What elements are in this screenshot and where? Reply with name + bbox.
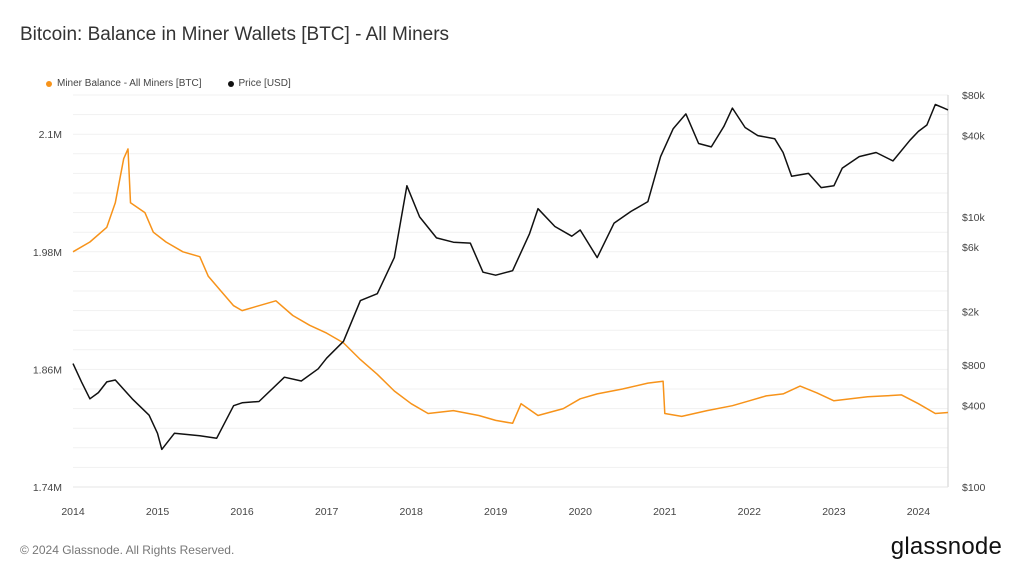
y-right-tick-label: $400	[962, 401, 986, 413]
y-right-tick-label: $40k	[962, 131, 986, 143]
y-left-tick-label: 2.1M	[39, 129, 62, 141]
x-tick-label: 2024	[907, 506, 931, 518]
y-left-tick-label: 1.74M	[33, 482, 62, 494]
legend-swatch-miner-balance	[46, 80, 52, 87]
x-tick-label: 2019	[484, 506, 508, 518]
series-line-price	[72, 103, 949, 451]
x-tick-label: 2018	[399, 506, 423, 518]
x-tick-label: 2015	[146, 506, 170, 518]
x-tick-label: 2022	[738, 506, 762, 518]
x-tick-label: 2023	[822, 506, 846, 518]
legend-label-price: Price [USD]	[238, 78, 291, 89]
x-tick-label: 2017	[315, 506, 339, 518]
legend-swatch-price	[227, 80, 234, 87]
legend: Miner Balance - All Miners [BTC] Price […	[46, 78, 291, 89]
x-tick-label: 2021	[653, 506, 677, 518]
x-tick-label: 2016	[230, 506, 254, 518]
x-tick-label: 2020	[569, 506, 593, 518]
y-right-tick-label: $2k	[962, 306, 980, 318]
y-right-tick-label: $800	[962, 360, 986, 372]
chart-title: Bitcoin: Balance in Miner Wallets [BTC] …	[20, 24, 450, 45]
legend-item-price[interactable]: Price [USD]	[227, 78, 291, 89]
y-right-tick-label: $10k	[962, 212, 986, 224]
y-left-tick-label: 1.86M	[33, 364, 62, 376]
y-right-tick-label: $100	[962, 482, 986, 494]
legend-label-miner-balance: Miner Balance - All Miners [BTC]	[57, 78, 202, 89]
legend-item-miner-balance[interactable]: Miner Balance - All Miners [BTC]	[46, 78, 202, 89]
series-line-miner-balance	[72, 148, 949, 425]
x-tick-label: 2014	[61, 506, 85, 518]
glassnode-logo: glassnode	[890, 533, 1002, 560]
y-right-tick-label: $80k	[962, 90, 986, 102]
y-right-tick-label: $6k	[962, 242, 980, 254]
copyright-text: © 2024 Glassnode. All Rights Reserved.	[20, 543, 235, 557]
y-left-tick-label: 1.98M	[33, 247, 62, 259]
